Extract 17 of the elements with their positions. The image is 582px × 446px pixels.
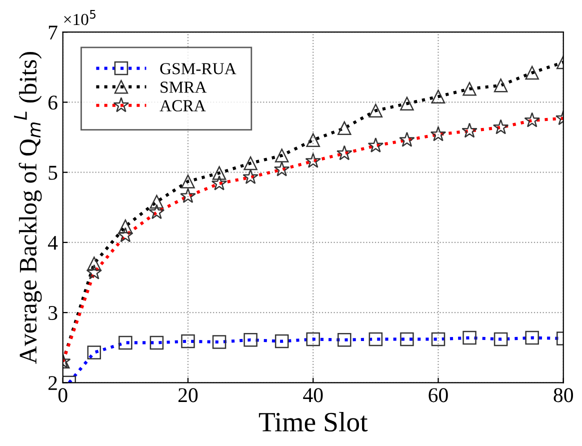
legend-label: GSM-RUA [160,63,236,74]
legend-label: SMRA [160,82,207,93]
text: ×10$^{5}$ [64,10,96,26]
y-axis-title: Average Backlog of Q$_{m}$$^{L}$ (bits) [14,52,42,364]
y-tick-label: 3 [48,306,58,320]
y-tick-label: 6 [48,96,58,110]
x-tick-label: 60 [428,388,448,402]
y-tick-label: 5 [48,166,58,180]
legend-label: ACRA [160,100,206,112]
y-tick-label: 7 [48,26,58,40]
x-tick-label: 40 [303,388,323,402]
x-tick-label: 0 [58,388,68,402]
y-tick-label: 4 [48,236,58,250]
x-tick-label: 20 [178,388,198,402]
y-tick-label: 2 [48,376,57,390]
x-axis-title: Time Slot [258,412,368,432]
x-tick-label: 80 [554,388,573,402]
